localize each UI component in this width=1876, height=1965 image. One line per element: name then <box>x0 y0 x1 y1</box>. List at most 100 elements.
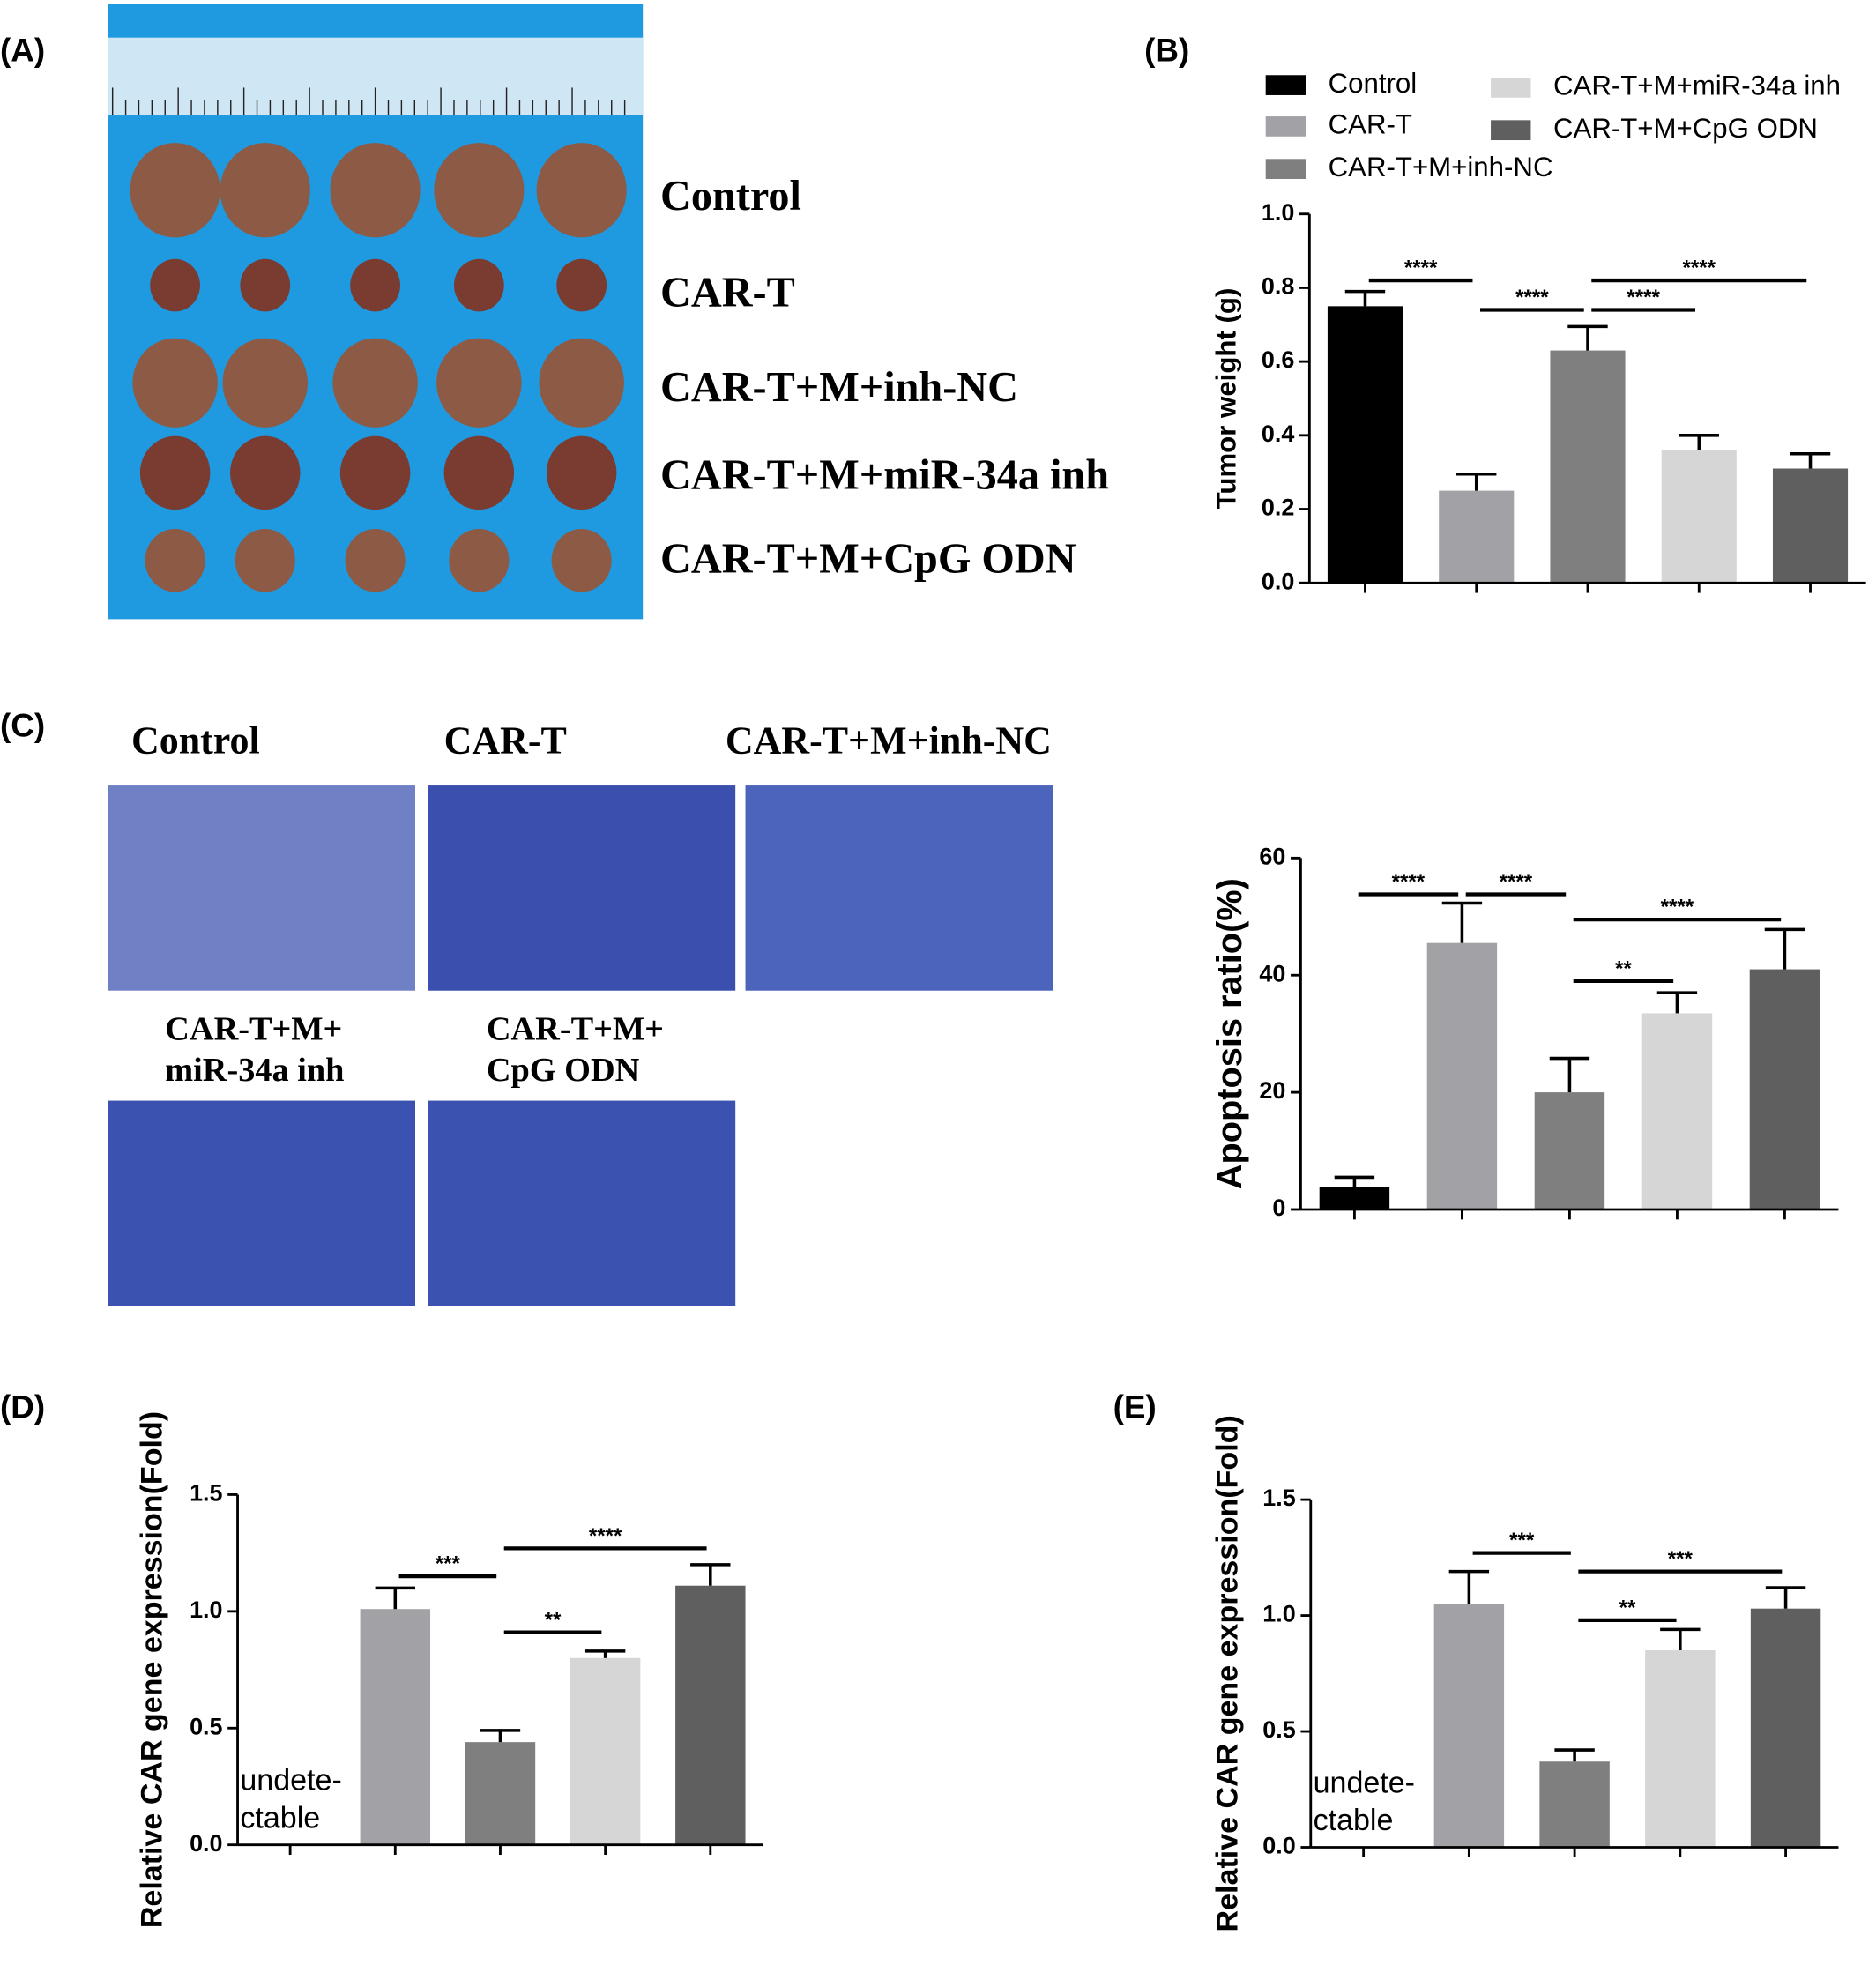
bar <box>570 1657 641 1845</box>
significance-label: *** <box>436 1552 461 1576</box>
bar <box>465 1742 536 1845</box>
legend-swatch <box>1265 116 1306 137</box>
tumor <box>130 143 220 238</box>
y-tick-label: 1.5 <box>190 1480 222 1507</box>
tumor <box>453 258 504 312</box>
legend-swatch <box>1491 120 1531 141</box>
bar <box>1642 1013 1713 1210</box>
image-label: CAR-T+M+ <box>487 1010 664 1047</box>
y-tick-label: 1.5 <box>1262 1485 1295 1511</box>
bar <box>675 1585 746 1845</box>
y-axis-label: Relative CAR gene expression(Fold) <box>1211 1415 1245 1932</box>
panel-label: (B) <box>1144 32 1189 68</box>
bar <box>1550 350 1626 584</box>
tumor <box>230 435 301 510</box>
row-label: CAR-T+M+inh-NC <box>660 364 1018 411</box>
image-label: CpG ODN <box>487 1052 640 1089</box>
photo-c-1 <box>108 785 415 991</box>
panel-label: (E) <box>1113 1389 1157 1425</box>
significance-label: **** <box>1682 257 1716 280</box>
y-tick-label: 0.5 <box>190 1713 222 1739</box>
panel-label: (C) <box>0 708 45 744</box>
y-axis-label: Apoptosis ratio(%) <box>1210 878 1249 1189</box>
significance-label: **** <box>1404 257 1438 280</box>
tumor <box>556 258 607 312</box>
legend-label: CAR-T <box>1329 109 1412 140</box>
y-axis-label: Relative CAR gene expression(Fold) <box>135 1411 168 1928</box>
y-tick-label: 60 <box>1259 843 1285 869</box>
bar <box>1750 1608 1821 1848</box>
tumor <box>234 528 295 592</box>
y-tick-label: 20 <box>1259 1077 1285 1104</box>
tumor <box>436 338 522 428</box>
significance-label: ** <box>1615 956 1632 980</box>
bar <box>1439 490 1515 584</box>
legend-label: CAR-T+M+miR-34a inh <box>1553 71 1841 101</box>
tumor <box>551 528 612 592</box>
photo-c-2 <box>428 785 736 991</box>
legend-swatch <box>1491 78 1531 98</box>
photo-c-3 <box>745 785 1053 991</box>
tumor <box>240 258 291 312</box>
legend-label: Control <box>1329 68 1418 99</box>
significance-label: **** <box>1515 286 1549 309</box>
y-tick-label: 1.0 <box>1262 1601 1295 1627</box>
bar <box>1327 306 1403 584</box>
image-label: CAR-T+M+ <box>165 1010 342 1047</box>
tumor <box>132 338 218 428</box>
significance-label: **** <box>1392 870 1426 894</box>
panel-label: (A) <box>0 32 45 68</box>
y-tick-label: 0.0 <box>1262 1833 1295 1859</box>
y-tick-label: 0.0 <box>1262 568 1294 594</box>
annotation: undete- <box>1314 1767 1415 1800</box>
significance-label: *** <box>1509 1529 1535 1552</box>
image-label: miR-34a inh <box>165 1052 344 1089</box>
y-tick-label: 0.4 <box>1262 421 1294 447</box>
tumor <box>434 143 525 238</box>
row-label: CAR-T <box>660 269 795 316</box>
row-label: Control <box>660 173 801 220</box>
bar <box>360 1609 431 1845</box>
tumor <box>330 143 421 238</box>
panel-label: (D) <box>0 1389 45 1425</box>
tumor <box>449 528 510 592</box>
significance-label: *** <box>1668 1547 1694 1571</box>
y-tick-label: 0.2 <box>1262 495 1294 521</box>
photo-c-5 <box>428 1100 736 1306</box>
image-label: Control <box>131 718 260 762</box>
tumor <box>350 258 400 312</box>
y-tick-label: 0.6 <box>1262 346 1294 373</box>
bar <box>1426 942 1498 1210</box>
legend-label: CAR-T+M+inh-NC <box>1329 152 1553 182</box>
row-label: CAR-T+M+miR-34a inh <box>660 452 1109 499</box>
tumor <box>220 143 310 238</box>
photo-c-4 <box>108 1100 415 1306</box>
significance-label: **** <box>1500 870 1533 894</box>
tumor <box>332 338 418 428</box>
bar <box>1433 1604 1505 1848</box>
y-tick-label: 0.0 <box>190 1830 222 1857</box>
y-tick-label: 0 <box>1272 1195 1285 1221</box>
tumor <box>546 435 617 510</box>
row-label: CAR-T+M+CpG ODN <box>660 536 1076 583</box>
tumor <box>536 143 627 238</box>
tumor <box>145 528 205 592</box>
image-label: CAR-T <box>444 718 567 762</box>
tumor <box>139 435 211 510</box>
tumor <box>345 528 406 592</box>
y-tick-label: 0.5 <box>1262 1716 1295 1743</box>
y-tick-label: 0.8 <box>1262 273 1294 300</box>
significance-label: **** <box>589 1524 622 1548</box>
annotation: undete- <box>240 1764 341 1798</box>
y-tick-label: 1.0 <box>190 1597 222 1623</box>
significance-label: **** <box>1627 286 1660 309</box>
annotation: ctable <box>240 1801 320 1835</box>
bar <box>1749 969 1820 1210</box>
tumor <box>150 258 200 312</box>
y-axis-label: Tumor weight (g) <box>1210 288 1241 510</box>
bar <box>1772 468 1849 584</box>
tumor <box>339 435 411 510</box>
annotation: ctable <box>1314 1804 1394 1837</box>
